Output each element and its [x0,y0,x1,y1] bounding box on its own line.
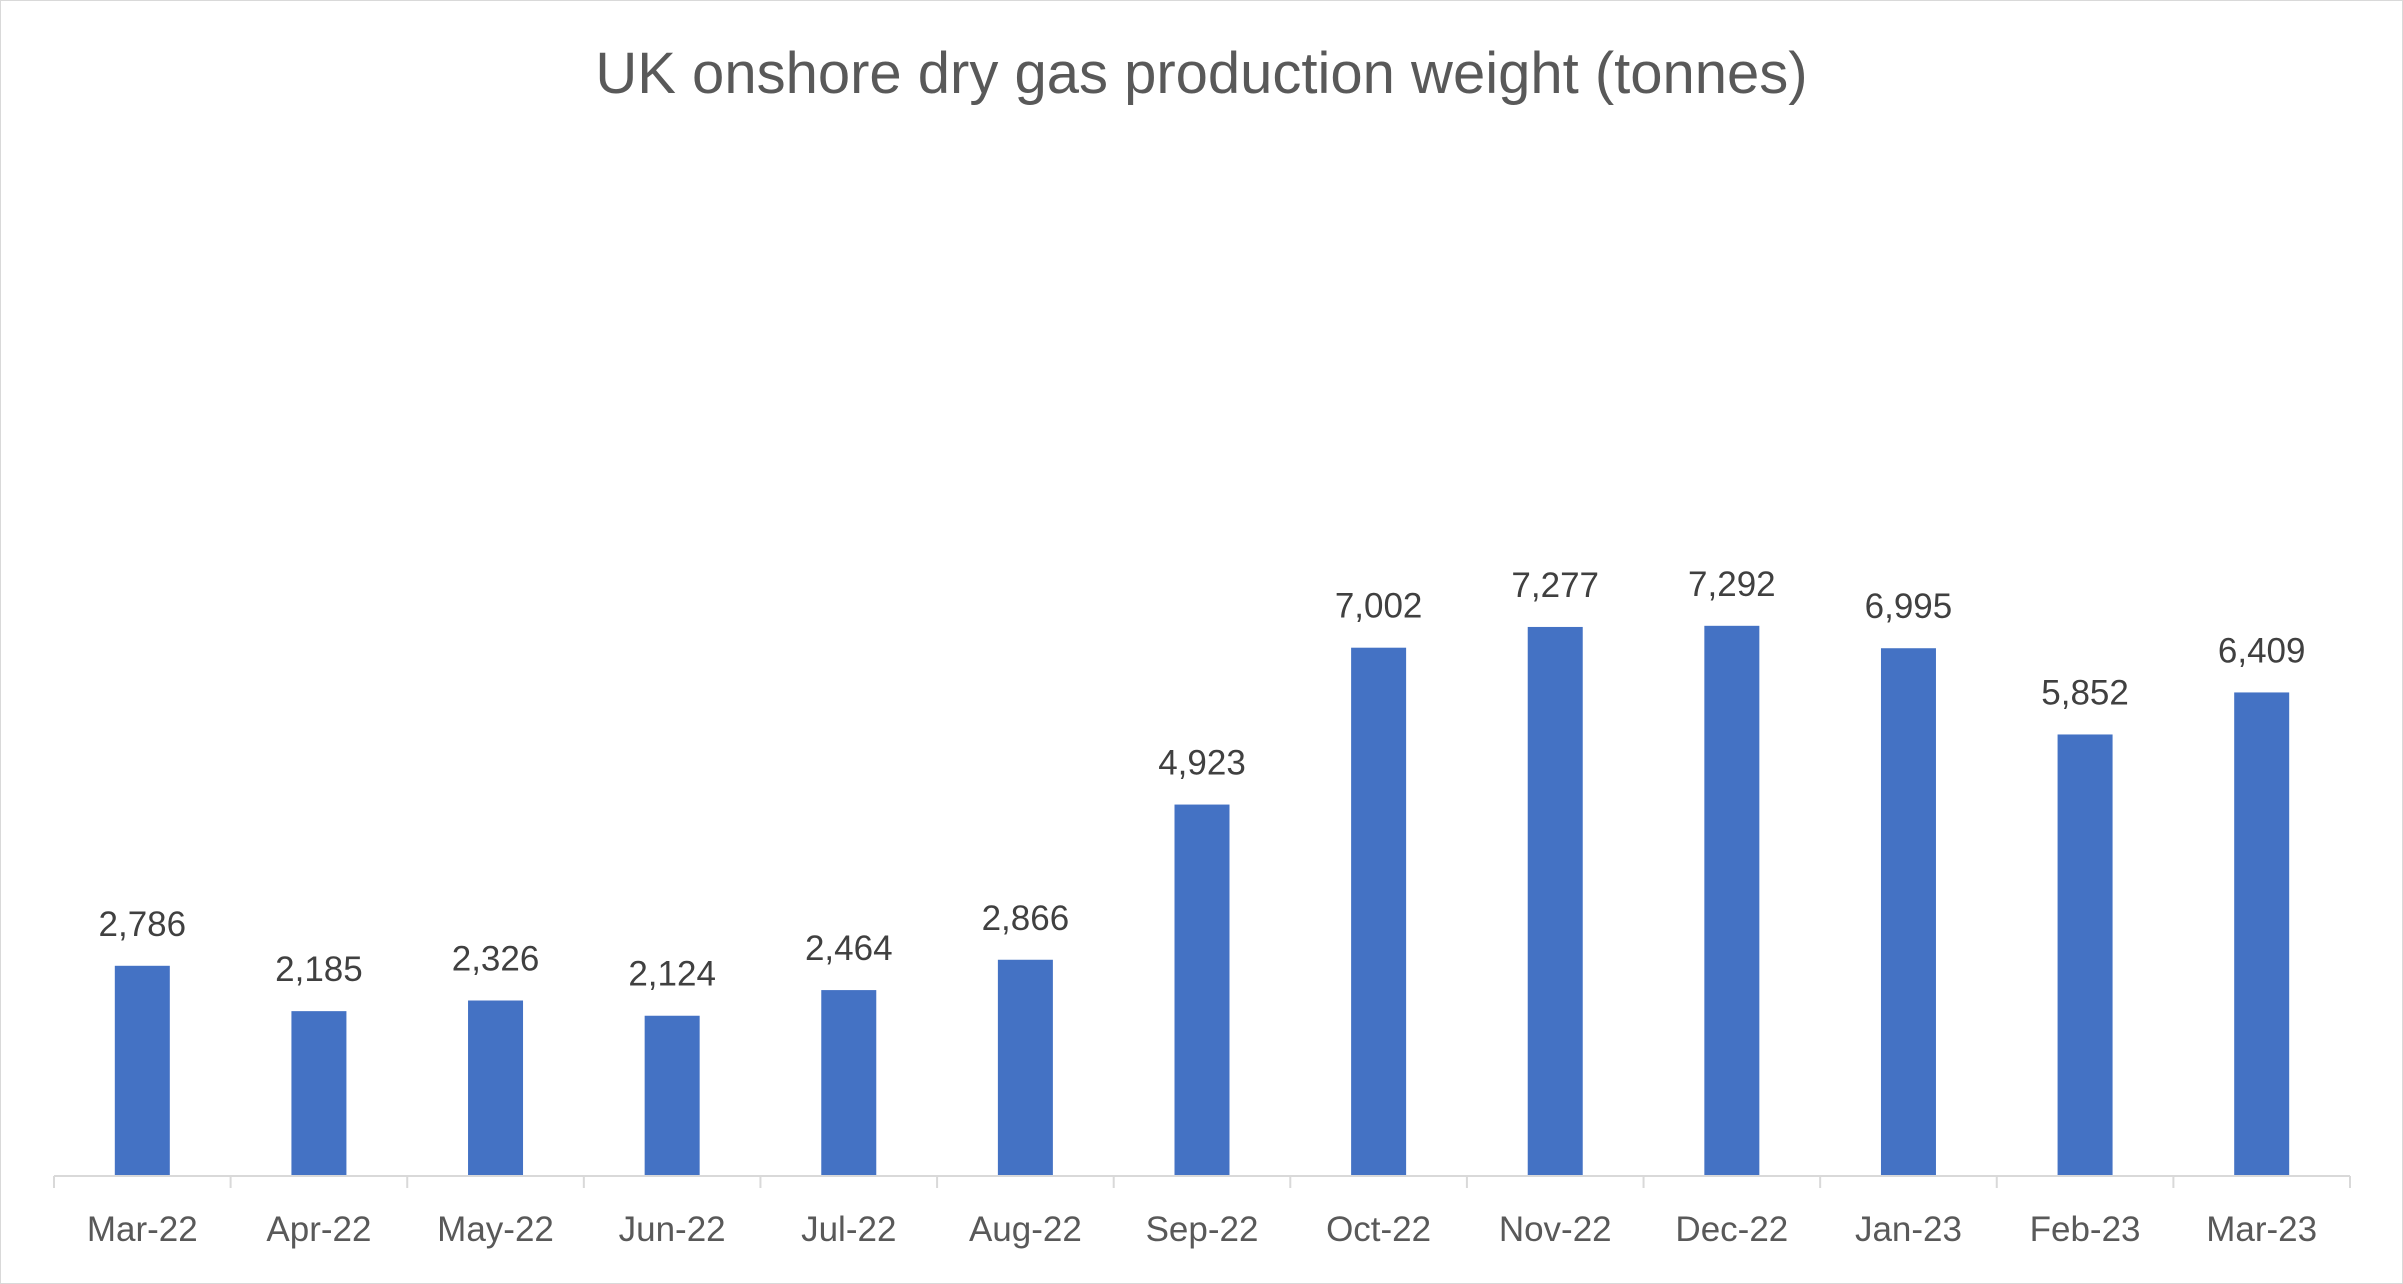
data-label-oct-22: 7,002 [1335,587,1423,626]
bar-aug-22 [997,959,1053,1176]
x-tick-label-oct-22: Oct-22 [1326,1210,1431,1249]
x-tick-label-dec-22: Dec-22 [1675,1210,1788,1249]
bar-apr-22 [291,1011,347,1176]
data-label-jan-23: 6,995 [1865,587,1953,626]
data-label-sep-22: 4,923 [1158,744,1246,783]
data-label-aug-22: 2,866 [982,899,1070,938]
bar-dec-22 [1704,625,1760,1176]
data-label-apr-22: 2,185 [275,950,363,989]
bar-jul-22 [821,990,877,1176]
chart-title: UK onshore dry gas production weight (to… [595,41,1808,106]
bar-may-22 [468,1000,524,1176]
x-tick-label-jun-22: Jun-22 [619,1210,726,1249]
x-tick-label-sep-22: Sep-22 [1146,1210,1259,1249]
data-label-may-22: 2,326 [452,940,540,979]
data-label-nov-22: 7,277 [1511,566,1599,605]
x-tick-label-mar-23: Mar-23 [2206,1210,2317,1249]
bar-feb-23 [2057,734,2113,1176]
x-tick-label-jan-23: Jan-23 [1855,1210,1962,1249]
bar-oct-22 [1351,647,1407,1176]
data-label-jul-22: 2,464 [805,929,893,968]
data-label-dec-22: 7,292 [1688,565,1776,604]
x-tick-label-aug-22: Aug-22 [969,1210,1082,1249]
x-tick-label-jul-22: Jul-22 [801,1210,896,1249]
bars-layer [114,625,2290,1176]
data-labels-layer: 2,786 2,185 2,326 2,124 2,464 2,866 4,923 7,002… [99,565,2306,994]
bar-mar-23 [2234,692,2290,1176]
bar-jan-23 [1880,648,1936,1176]
x-tick-label-mar-22: Mar-22 [87,1210,198,1249]
data-label-mar-23: 6,409 [2218,631,2306,670]
bar-sep-22 [1174,804,1230,1176]
data-label-mar-22: 2,786 [99,905,187,944]
data-label-jun-22: 2,124 [628,955,716,994]
x-tick-label-nov-22: Nov-22 [1499,1210,1612,1249]
data-label-feb-23: 5,852 [2041,673,2129,712]
bar-nov-22 [1527,626,1583,1176]
bar-jun-22 [644,1015,700,1176]
x-tick-label-feb-23: Feb-23 [2030,1210,2141,1249]
x-tick-label-apr-22: Apr-22 [266,1210,371,1249]
x-axis: Mar-22 Apr-22 May-22 Jun-22 Jul-22 Aug-22 Sep-… [53,1175,2351,1249]
bar-mar-22 [114,965,170,1176]
x-tick-label-may-22: May-22 [437,1210,554,1249]
